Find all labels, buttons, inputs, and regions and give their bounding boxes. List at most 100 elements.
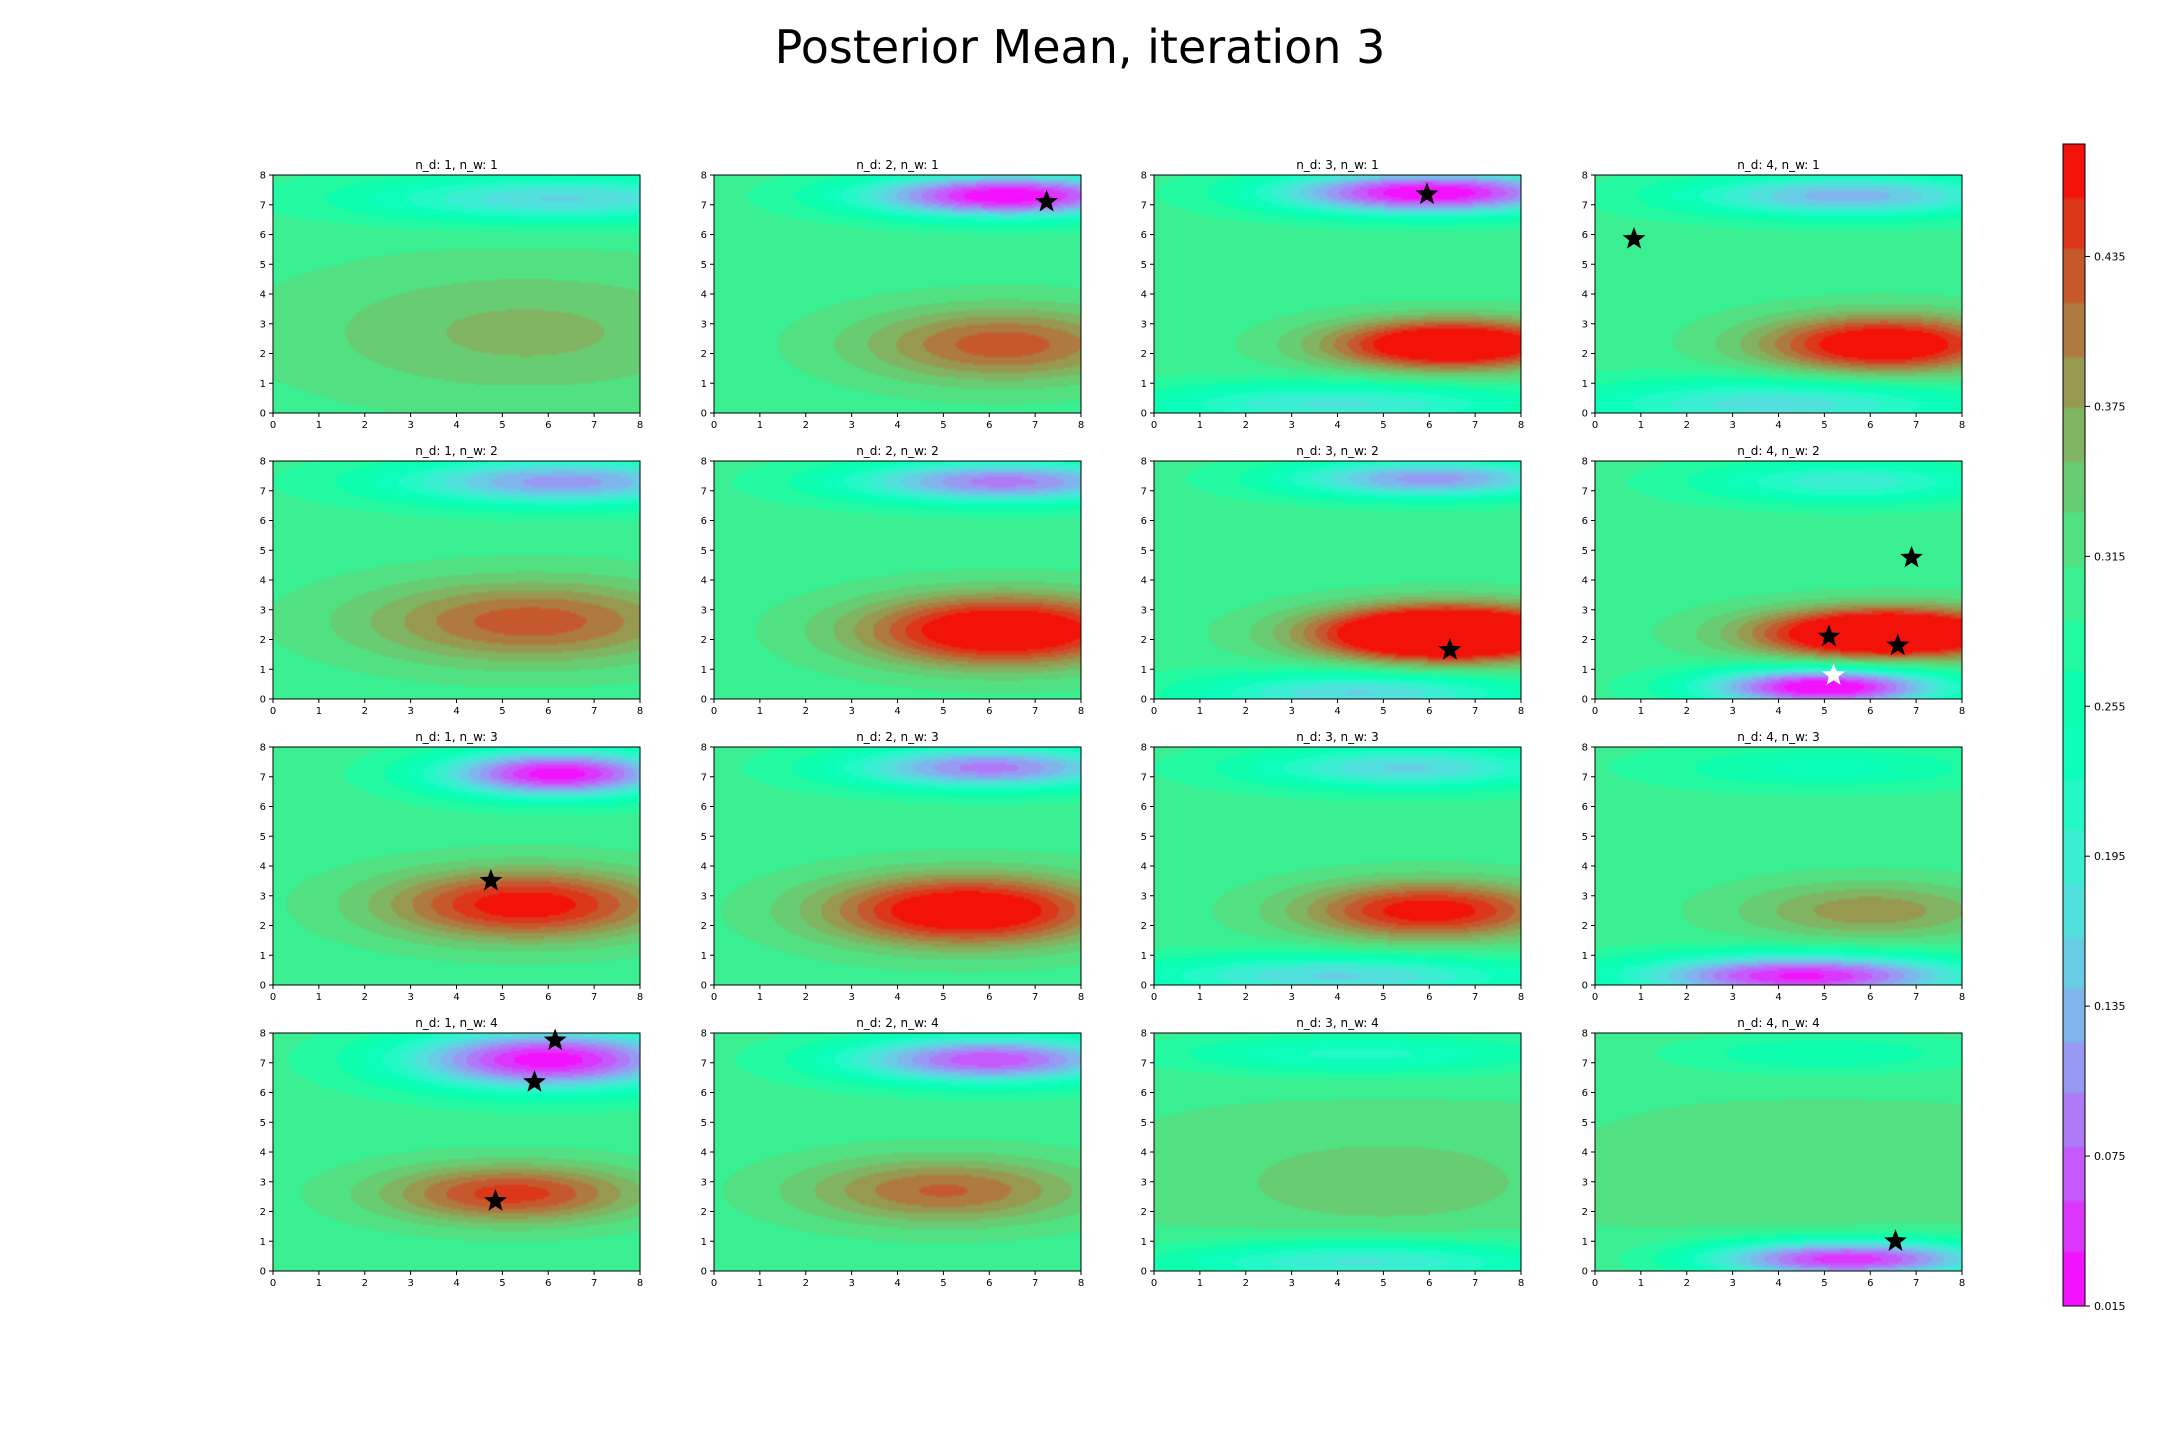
x-tick-label: 7 [1472, 706, 1478, 717]
y-tick-label: 4 [260, 576, 266, 587]
x-tick-label: 3 [407, 1278, 413, 1289]
panel-15: n_d: 3, n_w: 4 0 1 2 3 4 5 6 7 8 0 1 2 3 4 5 6 7 8 [1141, 1016, 1525, 1289]
panel-6: n_d: 2, n_w: 2 0 1 2 3 4 5 6 7 8 0 1 2 3 4 5 6 7 8 [701, 444, 1085, 717]
y-tick-label: 3 [260, 1177, 266, 1188]
y-tick-label: 7 [260, 772, 266, 783]
x-tick-label: 8 [637, 992, 643, 1003]
y-tick-label: 4 [701, 862, 707, 873]
panel-title: n_d: 3, n_w: 2 [1296, 444, 1379, 458]
y-tick-label: 3 [1582, 605, 1588, 616]
y-tick-label: 1 [260, 665, 266, 676]
y-tick-label: 5 [260, 1118, 266, 1129]
y-tick-label: 2 [701, 1207, 707, 1218]
heatmap-surface [714, 747, 1081, 985]
x-tick-label: 6 [1426, 1278, 1432, 1289]
x-tick-label: 2 [1243, 992, 1249, 1003]
heatmap-surface [714, 461, 1081, 699]
y-tick-label: 5 [701, 260, 707, 271]
x-tick-label: 2 [1684, 420, 1690, 431]
y-tick-label: 8 [701, 1029, 707, 1040]
y-tick-label: 0 [701, 1267, 707, 1278]
y-tick-label: 1 [1582, 951, 1588, 962]
x-tick-label: 2 [1243, 420, 1249, 431]
y-tick-label: 3 [1141, 891, 1147, 902]
y-tick-label: 7 [1582, 772, 1588, 783]
panel-10: n_d: 2, n_w: 3 0 1 2 3 4 5 6 7 8 0 1 2 3 4 5 6 7 8 [701, 730, 1085, 1003]
x-tick-label: 5 [1821, 992, 1827, 1003]
y-tick-label: 0 [260, 981, 266, 992]
panel-13: n_d: 1, n_w: 4 0 1 2 3 4 5 6 7 8 0 1 2 3 4 5 6 7 8 [260, 1016, 644, 1289]
panel-14: n_d: 2, n_w: 4 0 1 2 3 4 5 6 7 8 0 1 2 3 4 5 6 7 8 [701, 1016, 1085, 1289]
star-marker [1817, 624, 1841, 647]
y-tick-label: 4 [1141, 1148, 1147, 1159]
star-marker [1415, 182, 1439, 205]
x-tick-label: 8 [1518, 706, 1524, 717]
y-tick-label: 6 [260, 1088, 266, 1099]
y-tick-label: 1 [1141, 951, 1147, 962]
y-tick-label: 6 [1582, 802, 1588, 813]
star-marker [1438, 637, 1462, 660]
x-tick-label: 3 [1729, 420, 1735, 431]
y-tick-label: 0 [260, 695, 266, 706]
y-tick-label: 2 [1582, 635, 1588, 646]
x-tick-label: 0 [1151, 1278, 1157, 1289]
y-tick-label: 2 [1582, 1207, 1588, 1218]
y-tick-label: 8 [1141, 1029, 1147, 1040]
x-tick-label: 7 [1472, 992, 1478, 1003]
y-tick-label: 2 [701, 921, 707, 932]
y-tick-label: 3 [701, 891, 707, 902]
panel-title: n_d: 3, n_w: 3 [1296, 730, 1379, 744]
x-tick-label: 1 [1638, 1278, 1644, 1289]
y-tick-label: 0 [701, 695, 707, 706]
x-tick-label: 7 [591, 1278, 597, 1289]
x-tick-label: 2 [1684, 1278, 1690, 1289]
y-tick-label: 3 [701, 1177, 707, 1188]
x-tick-label: 7 [1032, 420, 1038, 431]
panel-1: n_d: 1, n_w: 1 0 1 2 3 4 5 6 7 8 0 1 2 3 4 5 6 7 8 [260, 158, 644, 431]
x-tick-label: 3 [407, 706, 413, 717]
x-tick-label: 1 [316, 992, 322, 1003]
x-tick-label: 1 [757, 992, 763, 1003]
x-tick-label: 3 [848, 1278, 854, 1289]
star-marker [1035, 189, 1059, 212]
star-marker [479, 868, 503, 891]
x-tick-label: 5 [1821, 1278, 1827, 1289]
x-tick-label: 6 [545, 1278, 551, 1289]
x-tick-label: 3 [1729, 1278, 1735, 1289]
x-tick-label: 8 [1959, 706, 1965, 717]
x-tick-label: 4 [453, 1278, 459, 1289]
x-tick-label: 3 [848, 420, 854, 431]
x-tick-label: 8 [637, 706, 643, 717]
x-tick-label: 8 [1078, 992, 1084, 1003]
x-tick-label: 5 [499, 420, 505, 431]
x-tick-label: 0 [1592, 1278, 1598, 1289]
y-tick-label: 4 [260, 862, 266, 873]
heatmap-surface [1154, 747, 1521, 985]
x-tick-label: 8 [1959, 420, 1965, 431]
y-tick-label: 4 [701, 1148, 707, 1159]
x-tick-label: 2 [362, 992, 368, 1003]
colorbar-tick-label: 0.075 [2094, 1150, 2126, 1163]
x-tick-label: 6 [1867, 1278, 1873, 1289]
x-tick-label: 1 [1638, 420, 1644, 431]
x-tick-label: 7 [591, 706, 597, 717]
y-tick-label: 4 [1582, 862, 1588, 873]
x-tick-label: 8 [1518, 420, 1524, 431]
star-marker [1884, 1229, 1907, 1251]
x-tick-label: 1 [757, 1278, 763, 1289]
star-marker [1886, 633, 1910, 656]
y-tick-label: 5 [260, 832, 266, 843]
x-tick-label: 7 [1913, 706, 1919, 717]
y-tick-label: 5 [1582, 832, 1588, 843]
x-tick-label: 1 [1197, 992, 1203, 1003]
panel-16: n_d: 4, n_w: 4 0 1 2 3 4 5 6 7 8 0 1 2 3 4 5 6 7 8 [1582, 1016, 1966, 1289]
x-tick-label: 1 [757, 420, 763, 431]
x-tick-label: 5 [940, 992, 946, 1003]
y-tick-label: 5 [260, 260, 266, 271]
x-tick-label: 0 [711, 992, 717, 1003]
y-tick-label: 4 [701, 290, 707, 301]
x-tick-label: 7 [591, 992, 597, 1003]
x-tick-label: 0 [711, 1278, 717, 1289]
y-tick-label: 7 [701, 486, 707, 497]
